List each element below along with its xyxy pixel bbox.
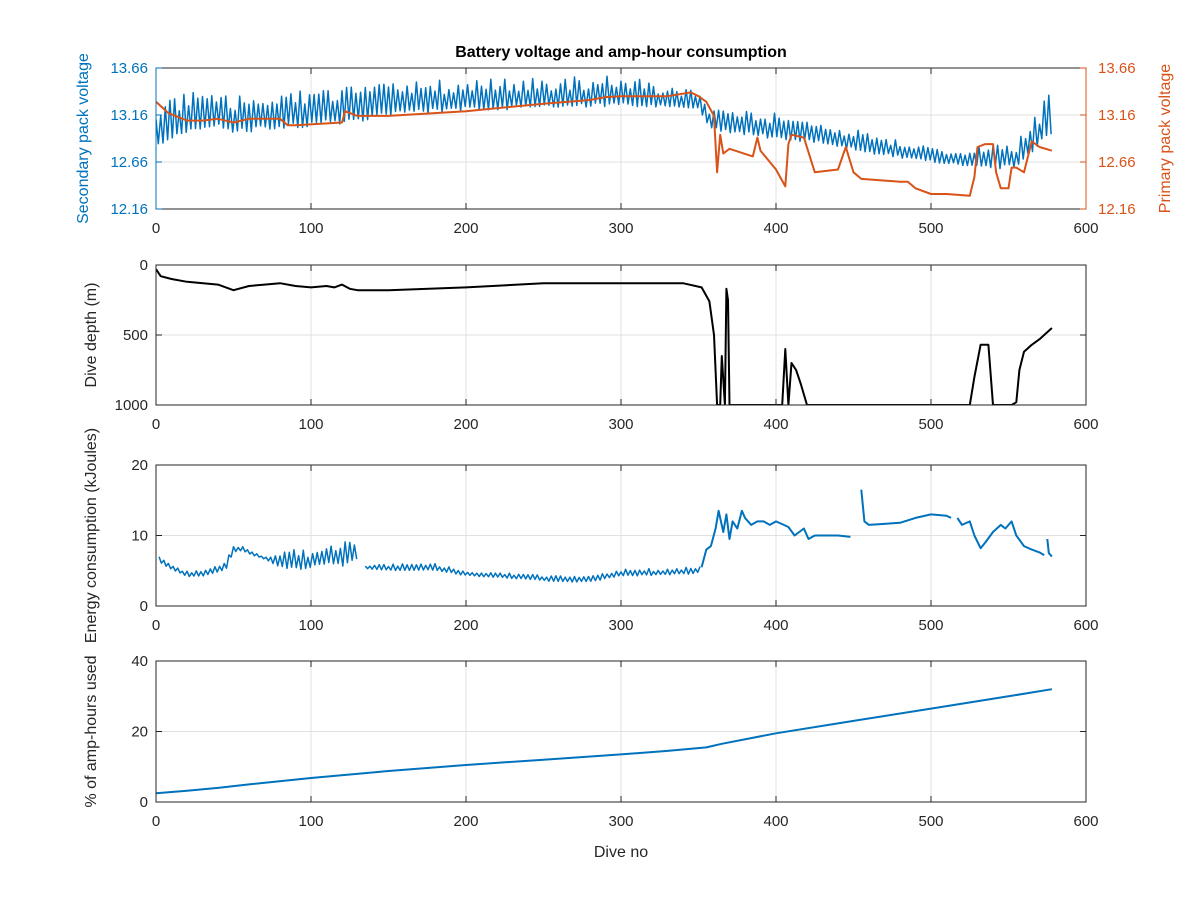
x-tick-label: 600 — [1073, 617, 1098, 634]
x-tick-label: 300 — [608, 220, 633, 237]
x-axis-label: Dive no — [594, 844, 648, 861]
y-tick-label: 0 — [140, 257, 148, 274]
x-tick-label: 200 — [453, 416, 478, 433]
x-tick-label: 0 — [152, 220, 160, 237]
x-tick-label: 500 — [918, 416, 943, 433]
axes-panel-2: 0 100 200 300 400 500 600 0 500 1000 Dive depth (m… — [83, 257, 1099, 433]
y-axis-label-right: Primary pack voltage — [1157, 64, 1174, 213]
x-tick-label: 600 — [1073, 220, 1098, 237]
x-tick-label: 400 — [763, 416, 788, 433]
x-tick-label: 0 — [152, 813, 160, 830]
x-tick-label: 400 — [763, 220, 788, 237]
x-tick-label: 500 — [918, 617, 943, 634]
y-axis-label: Secondary pack voltage — [75, 53, 92, 224]
y-tick-label: 13.16 — [110, 107, 148, 124]
x-tick-label: 100 — [298, 416, 323, 433]
y-tick-label: 12.16 — [110, 201, 148, 218]
x-tick-label: 400 — [763, 617, 788, 634]
plots: 0 100 200 300 400 500 60012.1612.6613.1613.661… — [75, 53, 1174, 861]
x-tick-label: 600 — [1073, 813, 1098, 830]
series-line-1 — [156, 268, 1053, 405]
y-tick-label-right: 12.66 — [1098, 154, 1136, 171]
x-tick-label: 300 — [608, 617, 633, 634]
y-tick-label: 12.66 — [110, 154, 148, 171]
y-tick-label: 13.66 — [110, 60, 148, 77]
x-tick-label: 100 — [298, 220, 323, 237]
series-line-5 — [956, 517, 1045, 557]
x-tick-label: 500 — [918, 220, 943, 237]
y-tick-label: 0 — [140, 598, 148, 615]
y-tick-label-right: 13.66 — [1098, 60, 1136, 77]
x-tick-label: 0 — [152, 416, 160, 433]
x-tick-label: 200 — [453, 617, 478, 634]
series-line-1 — [156, 75, 1052, 170]
series-line-1 — [158, 541, 358, 578]
x-tick-label: 300 — [608, 813, 633, 830]
y-tick-label: 40 — [131, 653, 148, 670]
series-line-2 — [156, 91, 1053, 197]
y-tick-label: 500 — [123, 327, 148, 344]
x-tick-label: 600 — [1073, 416, 1098, 433]
axes-panel-3: 0 100 200 300 400 500 600 0 10 20 Energy consumpti… — [83, 428, 1099, 643]
series-line-4 — [860, 489, 952, 526]
y-axis-label: % of amp-hours used — [83, 655, 100, 807]
y-tick-label: 10 — [131, 528, 148, 545]
axes-panel-1: 0 100 200 300 400 500 60012.1612.6613.1613.661… — [75, 53, 1174, 237]
y-axis-label: Dive depth (m) — [83, 283, 100, 388]
x-tick-label: 300 — [608, 416, 633, 433]
series-line-2 — [364, 562, 701, 583]
series-line-6 — [1046, 538, 1053, 558]
y-axis-label: Energy consumption (kJoules) — [83, 428, 100, 643]
figure-title: Battery voltage and amp-hour consumption — [455, 44, 787, 61]
x-tick-label: 100 — [298, 813, 323, 830]
series-line-3 — [700, 509, 851, 568]
x-tick-label: 0 — [152, 617, 160, 634]
y-tick-label: 20 — [131, 457, 148, 474]
x-tick-label: 400 — [763, 813, 788, 830]
series-line-1 — [156, 688, 1053, 795]
y-tick-label: 20 — [131, 724, 148, 741]
y-tick-label: 0 — [140, 794, 148, 811]
y-tick-label-right: 13.16 — [1098, 107, 1136, 124]
axes-panel-4: 0 100 200 300 400 500 600 0 20 40 % of amp-hours u… — [83, 653, 1099, 861]
x-tick-label: 500 — [918, 813, 943, 830]
y-tick-label: 1000 — [115, 397, 148, 414]
x-tick-label: 200 — [453, 813, 478, 830]
y-tick-label-right: 12.16 — [1098, 201, 1136, 218]
x-tick-label: 100 — [298, 617, 323, 634]
x-tick-label: 200 — [453, 220, 478, 237]
